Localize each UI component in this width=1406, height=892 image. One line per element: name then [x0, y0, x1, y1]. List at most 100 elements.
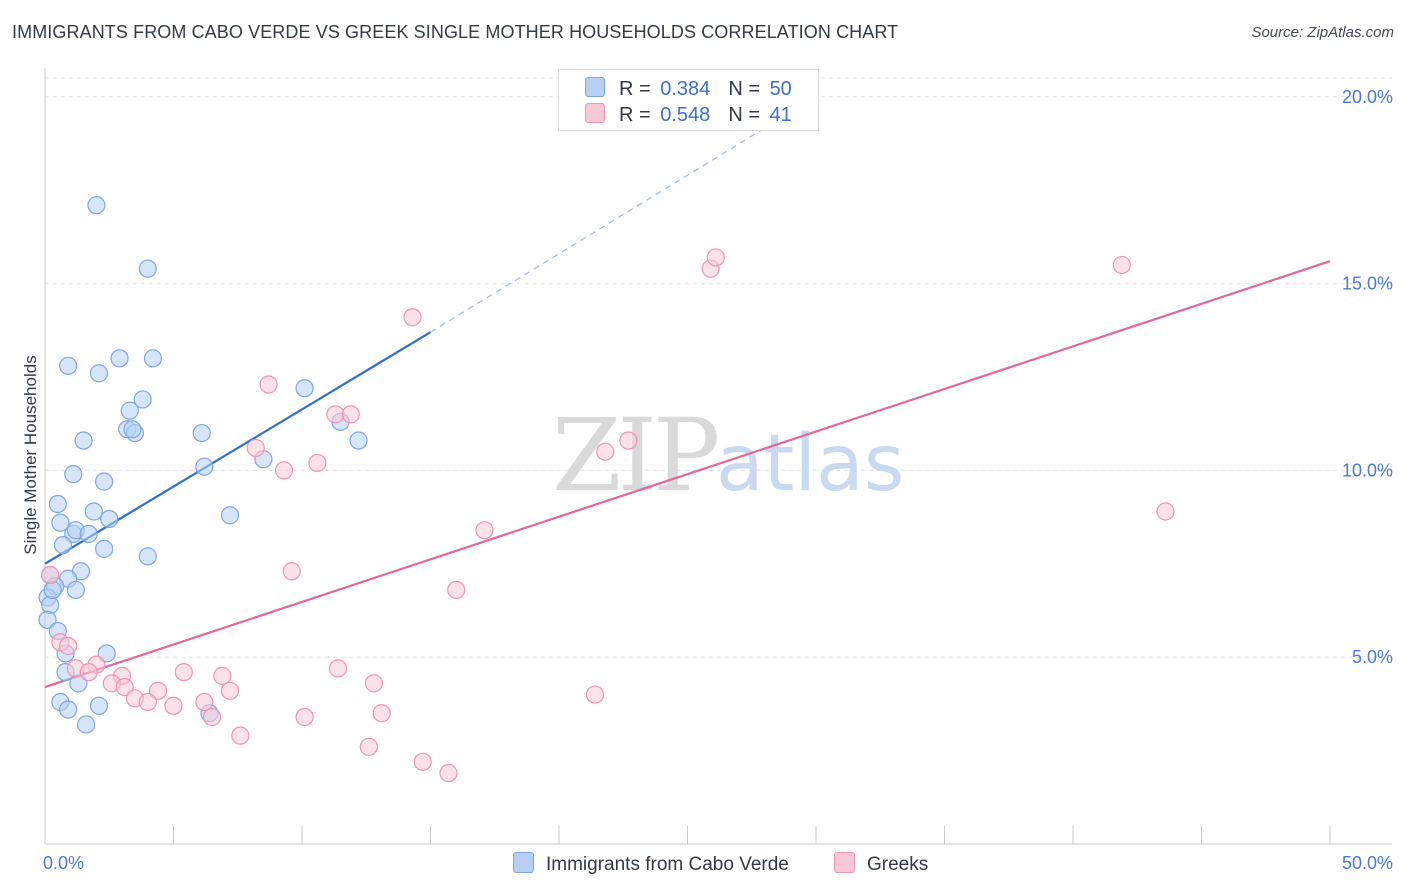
bottom-legend-swatch-greeks [834, 852, 855, 873]
point-greeks [359, 737, 378, 756]
point-greeks [619, 431, 638, 450]
y-tick-label: 5.0% [1352, 647, 1393, 667]
y-axis-label: Single Mother Households [21, 355, 40, 554]
point-greeks [213, 666, 232, 685]
point-greeks [41, 565, 60, 585]
point-greeks [413, 752, 432, 771]
point-cabo-verde [138, 547, 157, 566]
point-greeks [439, 763, 458, 783]
point-greeks [295, 707, 314, 727]
point-cabo-verde [138, 259, 157, 278]
point-greeks [596, 442, 615, 461]
point-greeks [174, 663, 193, 682]
point-cabo-verde [95, 472, 114, 491]
tick-labels: 5.0% 10.0% 15.0% 20.0% 0.0% 50.0% [43, 87, 1393, 873]
point-greeks [585, 685, 605, 704]
point-greeks [282, 562, 301, 581]
point-cabo-verde [77, 715, 96, 734]
point-greeks [403, 308, 422, 327]
point-greeks [138, 692, 157, 712]
point-cabo-verde [295, 379, 314, 398]
legend-row-cabo-verde: R = 0.384 N = 50 [585, 77, 792, 101]
bottom-legend-cabo-verde: Immigrants from Cabo Verde [513, 852, 789, 876]
source-credit: Source: ZipAtlas.com [1251, 24, 1394, 41]
correlation-legend: R = 0.384 N = 50 R = 0.548 N = 41 [558, 69, 819, 131]
point-greeks [706, 248, 725, 267]
y-tick-label: 10.0% [1342, 460, 1393, 480]
point-cabo-verde [195, 457, 214, 476]
bottom-legend-swatch-cabo-verde [513, 852, 534, 873]
point-greeks [195, 692, 214, 712]
point-greeks [220, 681, 240, 700]
point-cabo-verde [59, 356, 78, 375]
point-cabo-verde [97, 644, 116, 663]
point-cabo-verde [89, 364, 109, 383]
legend-swatch-greeks [585, 103, 605, 123]
point-greeks [164, 696, 183, 715]
point-cabo-verde [192, 423, 211, 443]
point-greeks [202, 707, 222, 727]
point-cabo-verde [38, 610, 57, 629]
watermark-zip: ZIP [552, 397, 717, 514]
point-cabo-verde [87, 196, 106, 215]
legend-n-label: N = [728, 104, 760, 126]
legend-r-label: R = [619, 104, 651, 126]
legend-n-label: N = [728, 78, 760, 100]
watermark: ZIP atlas [552, 397, 905, 514]
point-greeks [475, 521, 494, 540]
data-points [38, 196, 1175, 783]
point-greeks [79, 663, 98, 682]
point-cabo-verde [123, 420, 142, 439]
point-greeks [148, 681, 168, 700]
trend-line-greeks [44, 260, 1331, 689]
point-cabo-verde [143, 349, 163, 368]
point-greeks [59, 636, 78, 656]
bottom-legend-label-cabo-verde: Immigrants from Cabo Verde [546, 854, 789, 875]
point-greeks [326, 405, 345, 424]
legend-n-value: 50 [769, 78, 792, 100]
grid [45, 77, 1392, 658]
point-cabo-verde [84, 502, 103, 521]
point-greeks [274, 461, 294, 480]
point-cabo-verde [41, 595, 60, 614]
trend-extension-cabo-verde [430, 96, 817, 333]
point-cabo-verde [349, 431, 368, 450]
point-cabo-verde [89, 696, 109, 715]
x-tick-label-max: 50.0% [1342, 853, 1393, 873]
legend-row-greeks: R = 0.548 N = 41 [585, 103, 792, 127]
trend-lines [44, 96, 1331, 689]
point-greeks [246, 438, 265, 458]
x-tick-label-min: 0.0% [43, 853, 84, 873]
point-greeks [364, 674, 384, 693]
point-cabo-verde [110, 349, 129, 368]
point-greeks [1112, 255, 1131, 275]
y-tick-label: 20.0% [1342, 87, 1393, 107]
point-cabo-verde [51, 513, 70, 532]
axes [44, 68, 1392, 845]
bottom-legend-label-greeks: Greeks [867, 854, 929, 875]
point-greeks [259, 375, 278, 394]
point-greeks [1156, 502, 1175, 521]
point-greeks [341, 405, 360, 424]
chart-title: IMMIGRANTS FROM CABO VERDE VS GREEK SING… [12, 22, 899, 42]
legend-n-value: 41 [769, 104, 792, 126]
point-cabo-verde [120, 401, 139, 420]
point-cabo-verde [59, 700, 78, 719]
point-cabo-verde [64, 465, 83, 484]
point-cabo-verde [53, 536, 73, 555]
point-greeks [115, 677, 134, 697]
point-cabo-verde [95, 539, 114, 558]
point-cabo-verde [48, 494, 67, 514]
point-greeks [447, 580, 466, 600]
bottom-legend-greeks: Greeks [834, 852, 928, 876]
point-cabo-verde [100, 509, 119, 529]
point-cabo-verde [66, 580, 85, 600]
point-greeks [372, 704, 391, 723]
point-cabo-verde [133, 390, 152, 409]
point-greeks [328, 659, 348, 678]
point-cabo-verde [43, 580, 62, 600]
y-tick-label: 15.0% [1342, 274, 1393, 294]
legend-r-label: R = [619, 78, 651, 100]
legend-r-value: 0.548 [660, 104, 711, 126]
